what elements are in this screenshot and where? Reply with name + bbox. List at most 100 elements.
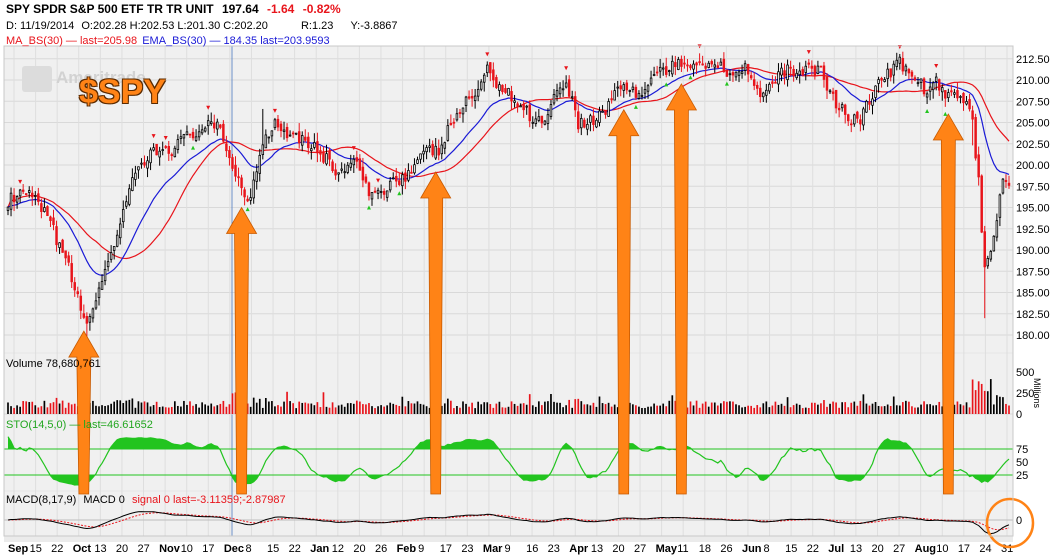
volume-bar <box>695 400 698 414</box>
candle-body <box>291 132 295 135</box>
candle-body <box>6 206 10 211</box>
y-tick-label: 202.50 <box>1016 139 1050 151</box>
volume-bar <box>665 406 668 414</box>
candle-body <box>489 62 492 74</box>
volume-bar <box>986 391 989 414</box>
candle-body <box>294 132 298 135</box>
swing-high-marker <box>163 136 168 141</box>
volume-bar <box>616 407 619 414</box>
price-panel-background <box>4 46 1013 352</box>
candle-body <box>765 89 768 96</box>
y-tick-label: 205.00 <box>1016 118 1050 130</box>
volume-bar <box>920 404 922 414</box>
candle-body <box>313 142 316 148</box>
candle-body <box>486 64 489 74</box>
volume-unit: Millions <box>1032 378 1042 409</box>
swing-low-marker <box>943 111 948 116</box>
candle-body <box>249 197 252 201</box>
candle-body <box>428 145 431 148</box>
candle-body <box>834 89 838 109</box>
x-tick-label: Jan <box>310 543 329 555</box>
volume-bar <box>559 402 561 414</box>
candle-body <box>889 68 892 78</box>
volume-bar <box>659 405 662 414</box>
candle-body <box>537 116 541 121</box>
candle-body <box>410 171 413 174</box>
candle-body <box>55 226 58 246</box>
candle-body <box>425 147 428 153</box>
price-change: -1.64 <box>267 2 295 16</box>
stochastic-label: STO(14,5,0) — last=46.61652 <box>6 419 153 431</box>
volume-bar <box>46 407 49 414</box>
candle-body <box>904 65 908 72</box>
candle-body <box>252 179 255 199</box>
candle-body <box>528 104 531 122</box>
candle-body <box>583 119 586 128</box>
volume-bar <box>52 402 55 414</box>
y-tick-label: 190.00 <box>1016 245 1050 257</box>
candle-body <box>837 107 841 111</box>
volume-bar <box>853 401 856 414</box>
candle-body <box>507 87 510 96</box>
volume-bar <box>137 401 140 414</box>
candle-body <box>419 153 422 160</box>
candle-body <box>586 124 589 130</box>
candle-body <box>725 70 729 77</box>
ma-legend[interactable]: MA_BS(30) — last=205.98 <box>6 35 138 47</box>
volume-bar <box>489 404 492 414</box>
volume-bar <box>768 407 771 414</box>
volume-bar <box>750 405 753 414</box>
candle-body <box>628 90 632 92</box>
volume-bar <box>301 402 304 414</box>
volume-bar <box>383 406 385 414</box>
candle-body <box>740 71 744 74</box>
volume-bar <box>522 403 525 414</box>
candle-body <box>455 113 459 121</box>
candle-body <box>100 281 104 290</box>
volume-bar <box>807 407 810 414</box>
buy-signal-arrow <box>420 171 452 495</box>
candle-body <box>434 145 437 159</box>
volume-bar <box>898 405 901 414</box>
volume-bar <box>422 404 425 414</box>
candle-body <box>346 164 349 173</box>
candle-body <box>986 258 990 267</box>
candle-body <box>1001 178 1005 194</box>
volume-bar <box>195 404 197 414</box>
volume-bar <box>7 402 9 414</box>
candle-body <box>322 151 325 163</box>
x-tick-label: 27 <box>634 543 646 555</box>
volume-bar <box>131 398 134 414</box>
arrow-shape <box>608 108 640 495</box>
swing-low-marker <box>397 191 402 196</box>
volume-bar <box>456 405 458 414</box>
ema-legend[interactable]: EMA_BS(30) — 184.35 last=203.9593 <box>142 35 330 47</box>
candle-body <box>331 161 334 171</box>
volume-bar <box>635 405 637 414</box>
candle-body <box>307 136 310 149</box>
candle-body <box>910 71 914 77</box>
volume-bar <box>286 391 288 414</box>
volume-bar <box>901 402 904 414</box>
x-tick-label: 22 <box>289 543 301 555</box>
candle-body <box>134 172 137 180</box>
volume-bar <box>295 408 298 414</box>
volume-bar <box>886 404 889 414</box>
candle-body <box>358 158 362 171</box>
volume-bar <box>556 402 558 414</box>
volume-bar <box>152 405 155 414</box>
volume-bar <box>474 408 476 414</box>
x-tick-label: 9 <box>505 543 511 555</box>
candle-body <box>40 203 43 213</box>
candle-body <box>716 65 720 68</box>
candle-body <box>589 115 592 123</box>
candle-body <box>564 82 568 88</box>
candle-body <box>182 134 186 139</box>
candle-body <box>701 63 704 66</box>
volume-label: Volume 78,680,761 <box>6 358 101 370</box>
panel-separator <box>4 490 1013 492</box>
candle-body <box>355 157 359 162</box>
header-line-2: D: 11/19/2014 O:202.28 H:202.53 L:201.30… <box>6 20 398 32</box>
volume-bar <box>258 398 261 414</box>
